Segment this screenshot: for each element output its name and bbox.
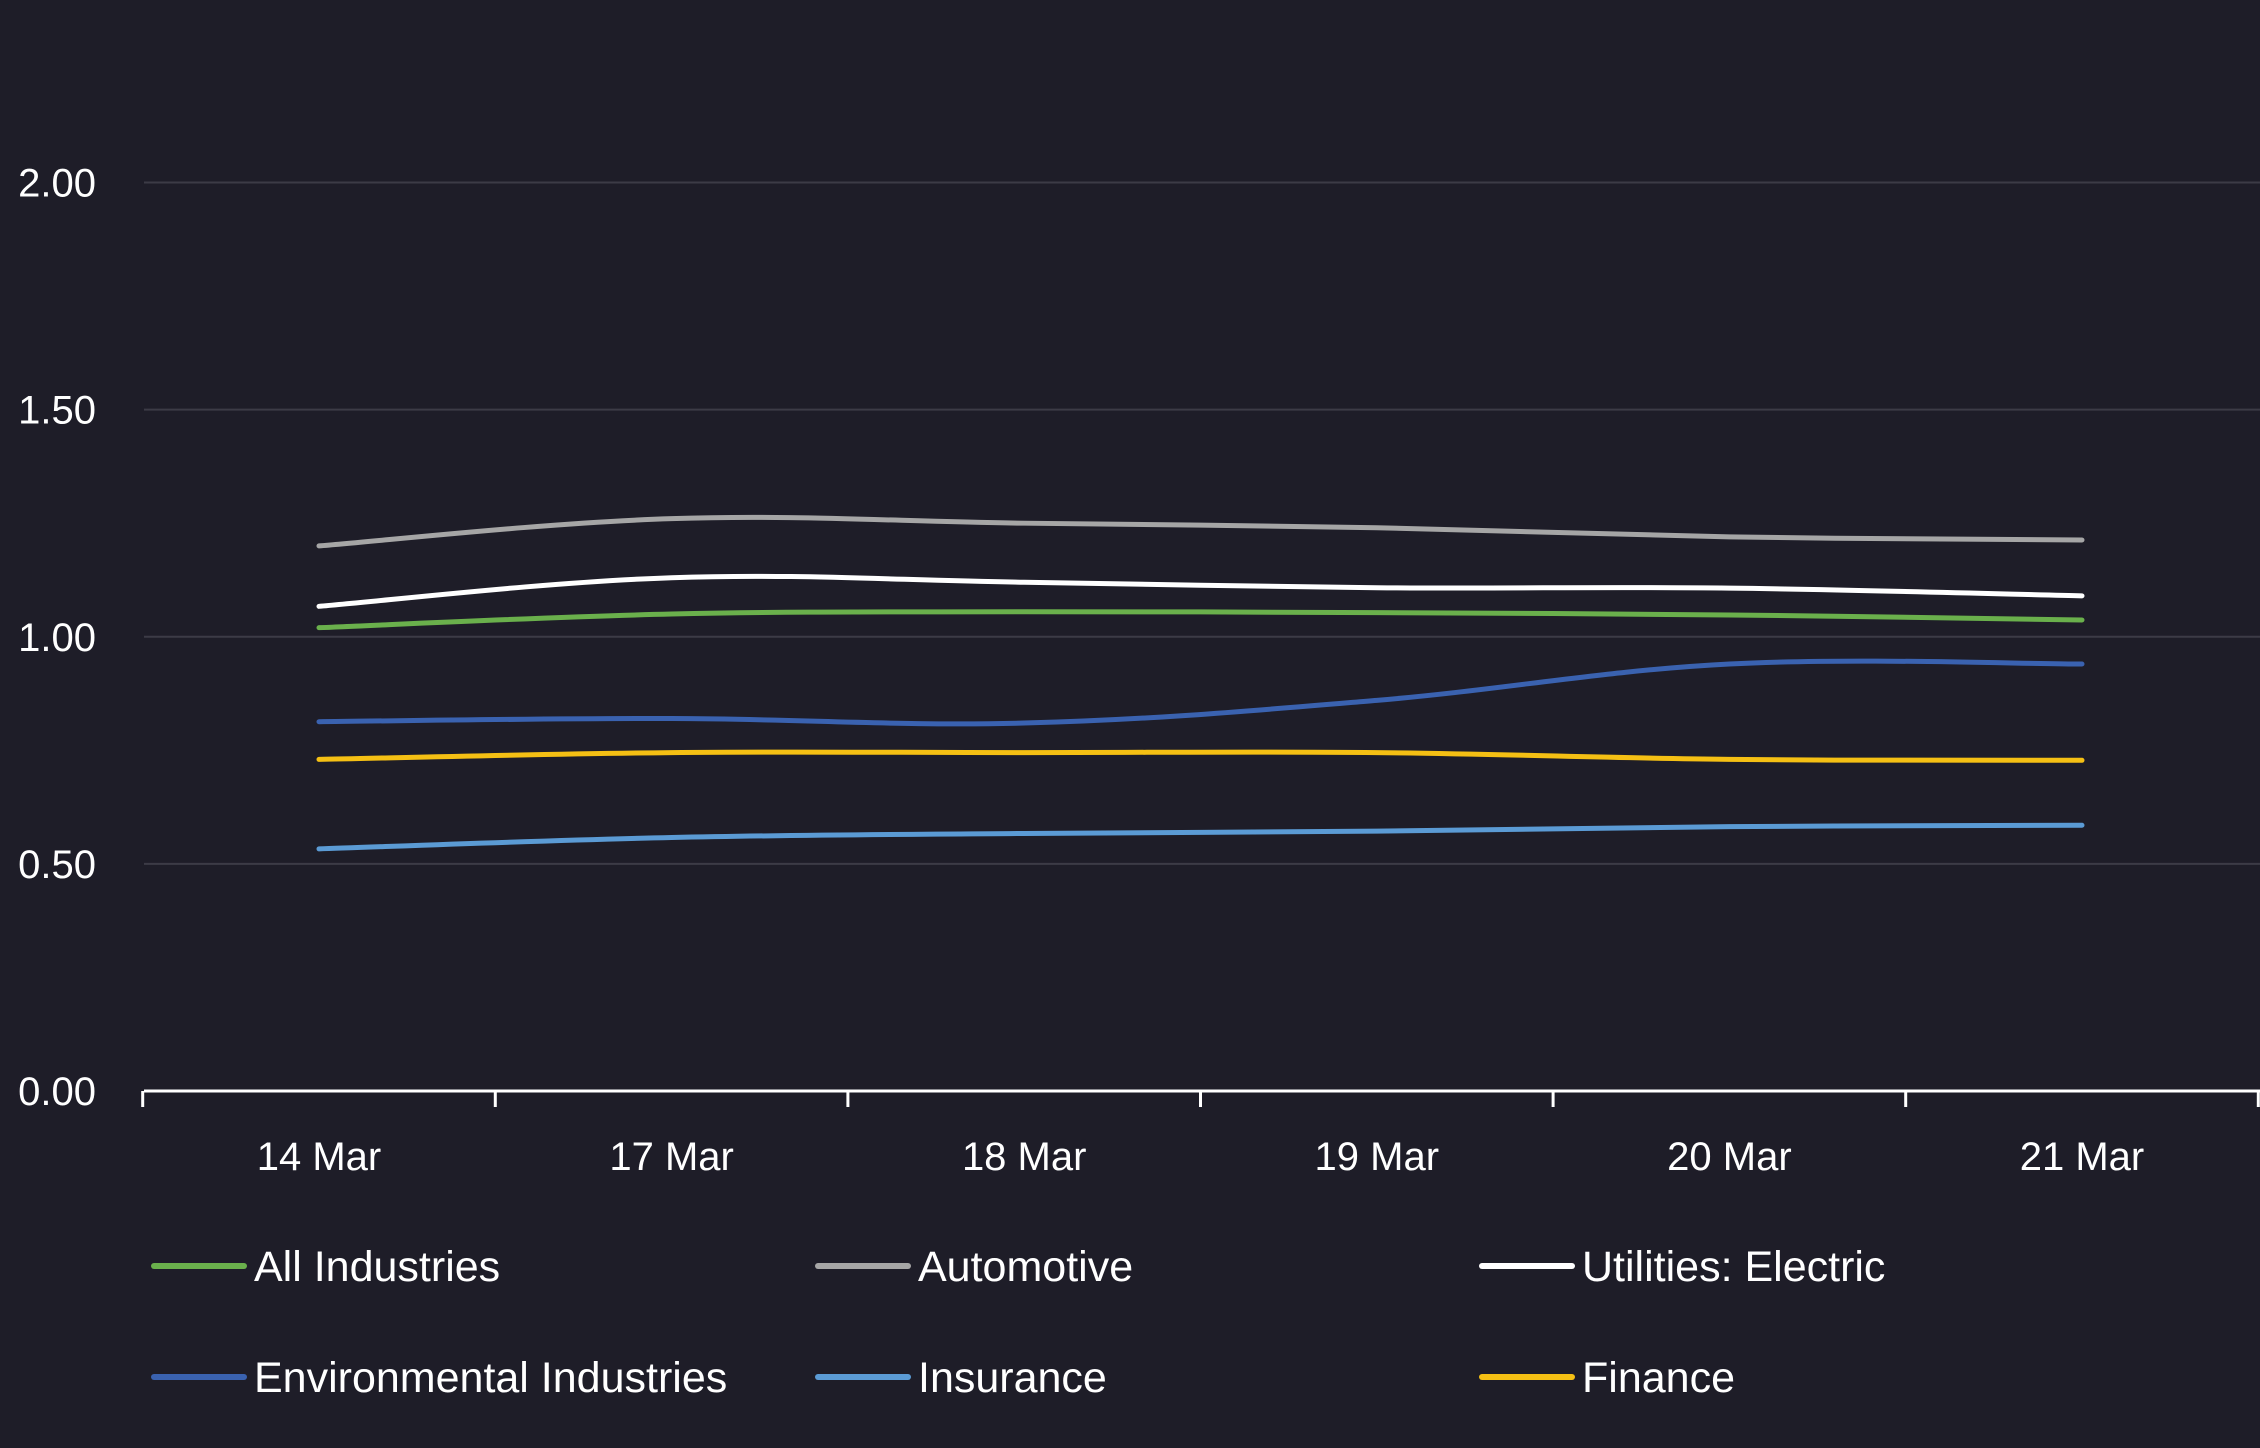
y-tick-label: 2.00 [18, 162, 96, 206]
legend-label-all-industries: All Industries [254, 1243, 500, 1291]
legend-label-utilities-electric: Utilities: Electric [1582, 1243, 1885, 1291]
series-line-finance [316, 749, 2085, 763]
series-line-environmental-industries [316, 658, 2085, 727]
y-tick-label: 0.00 [18, 1070, 96, 1114]
legend-label-insurance: Insurance [918, 1354, 1107, 1402]
series-line-utilities-electric [316, 573, 2085, 609]
legend-label-finance: Finance [1582, 1354, 1735, 1402]
x-tick-label: 20 Mar [1667, 1135, 1792, 1179]
x-tick-label: 19 Mar [1315, 1135, 1440, 1179]
legend: All Industries Automotive Utilities: Elect… [151, 1243, 1885, 1402]
series-line-automotive [316, 514, 2085, 549]
legend-label-environmental-industries: Environmental Industries [254, 1354, 727, 1402]
x-tick-label: 17 Mar [609, 1135, 734, 1179]
series-line-insurance [316, 822, 2085, 852]
x-tick-label: 14 Mar [257, 1135, 382, 1179]
y-tick-label: 1.50 [18, 389, 96, 433]
y-tick-label: 1.00 [18, 616, 96, 660]
x-axis [141, 1089, 2260, 1107]
x-tick-label: 21 Mar [2020, 1135, 2145, 1179]
y-axis-labels: 0.00 0.50 1.00 1.50 2.00 [18, 162, 96, 1115]
grid-lines [144, 181, 2260, 865]
x-axis-labels: 14 Mar 17 Mar 18 Mar 19 Mar 20 Mar 21 Mar [257, 1135, 2145, 1179]
series-lines [316, 514, 2085, 852]
x-tick-label: 18 Mar [962, 1135, 1087, 1179]
y-tick-label: 0.50 [18, 843, 96, 887]
legend-label-automotive: Automotive [918, 1243, 1133, 1291]
series-line-all-industries [316, 609, 2085, 631]
